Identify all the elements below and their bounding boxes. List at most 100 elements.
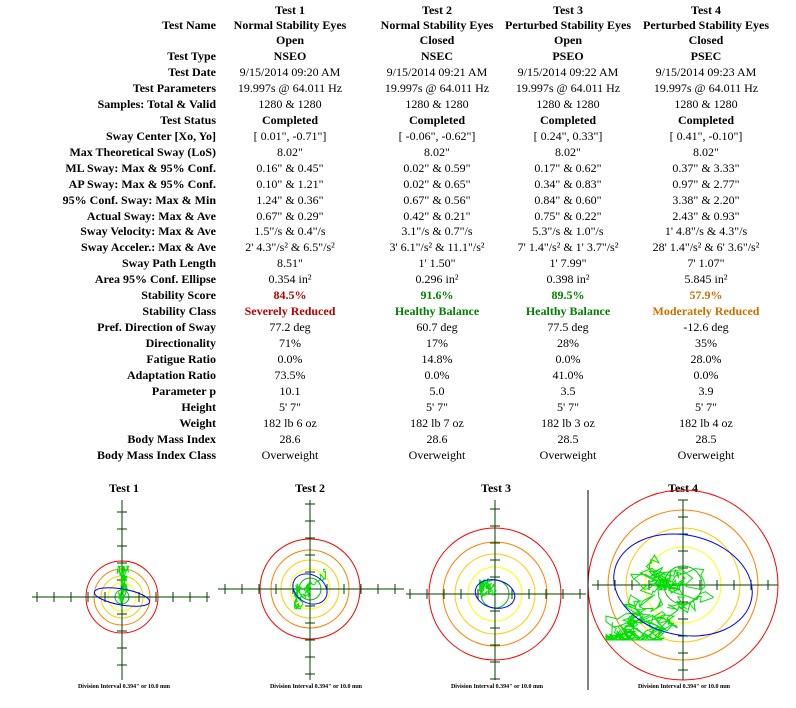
- class-3: Healthy Balance: [525, 304, 611, 319]
- height-1: 5' 7": [278, 399, 302, 414]
- type-4: PSEC: [690, 49, 722, 63]
- ap-1: 0.10" & 1.21": [256, 176, 324, 191]
- row-los: Max Theoretical Sway (LoS) 8.02" 8.02" 8.02…: [0, 144, 796, 160]
- plot-title-2: Test 2: [295, 481, 325, 495]
- row-bmi-class: Body Mass Index Class Overweight Overweigh…: [0, 447, 796, 463]
- weight-2: 182 lb 7 oz: [410, 415, 464, 430]
- area-3: 0.398 in²: [546, 272, 590, 287]
- label-score: Stability Score: [141, 288, 216, 303]
- test-header-1: Test 1: [275, 3, 305, 17]
- ml-3: 0.17" & 0.62": [534, 160, 602, 175]
- actual-1: 0.67" & 0.29": [256, 208, 324, 223]
- label-area: Area 95% Conf. Ellipse: [94, 272, 216, 287]
- acc-2: 3' 6.1"/s² & 11.1"/s²: [389, 240, 485, 255]
- label-param-p: Parameter p: [151, 383, 216, 398]
- label-fatigue: Fatigue Ratio: [146, 352, 216, 367]
- plot-footer-4: Division Interval 0.394" or 10.0 mm: [637, 684, 731, 690]
- bmi-4: 28.5: [695, 431, 717, 446]
- row-sway-center: Sway Center [Xo, Yo] [ 0.01", -0.71"] [ -0…: [0, 128, 796, 144]
- vel-2: 3.1"/s & 0.7"/s: [401, 224, 473, 239]
- label-params: Test Parameters: [132, 80, 216, 95]
- directionality-1: 71%: [279, 336, 301, 351]
- acc-4: 28' 1.4"/s² & 6' 3.6"/s²: [652, 240, 760, 255]
- label-height: Height: [181, 399, 216, 414]
- plot-footer-2: Division Interval 0.394" or 10.0 mm: [269, 684, 363, 690]
- adaptation-2: 0.0%: [424, 368, 450, 382]
- ap-2: 0.02" & 0.65": [403, 176, 471, 191]
- sway-center-4: [ 0.41", -0.10"]: [669, 128, 743, 143]
- conf-3: 0.84" & 0.60": [534, 192, 602, 207]
- height-2: 5' 7": [425, 399, 449, 414]
- params-1: 19.997s @ 64.011 Hz: [237, 80, 343, 95]
- bmi-class-3: Overweight: [539, 447, 597, 462]
- label-test-name: Test Name: [162, 18, 216, 32]
- row-date: Test Date 9/15/2014 09:20 AM 9/15/2014 09:…: [0, 64, 796, 80]
- label-actual: Actual Sway: Max & Ave: [86, 208, 216, 223]
- label-status: Test Status: [160, 112, 216, 127]
- weight-1: 182 lb 6 oz: [263, 415, 317, 430]
- sway-center-3: [ 0.24", 0.33"]: [533, 128, 603, 143]
- class-2: Healthy Balance: [394, 304, 480, 319]
- score-2: 91.6%: [420, 288, 454, 303]
- dir-sway-4: -12.6 deg: [683, 320, 729, 335]
- class-4: Moderately Reduced: [652, 304, 760, 319]
- sway-trace-3: [478, 577, 497, 598]
- label-samples: Samples: Total & Valid: [97, 96, 216, 111]
- samples-3: 1280 & 1280: [536, 96, 600, 111]
- actual-2: 0.42" & 0.21": [403, 208, 471, 223]
- vel-3: 5.3"/s & 1.0"/s: [532, 224, 604, 239]
- dir-sway-2: 60.7 deg: [416, 320, 458, 335]
- test-name-row-2: Open Closed Open Closed: [0, 32, 796, 48]
- row-dir-sway: Pref. Direction of Sway 77.2 deg 60.7 deg 7…: [0, 319, 796, 335]
- row-ap: AP Sway: Max & 95% Conf. 0.10" & 1.21" 0.0…: [0, 176, 796, 192]
- label-date: Test Date: [168, 64, 216, 79]
- sway-trace-4: [604, 554, 715, 641]
- date-1: 9/15/2014 09:20 AM: [239, 64, 341, 79]
- bmi-1: 28.6: [279, 431, 301, 446]
- test-name-4-line2: Closed: [688, 33, 724, 47]
- label-weight: Weight: [179, 415, 216, 430]
- conf-2: 0.67" & 0.56": [403, 192, 471, 207]
- area-4: 5.845 in²: [684, 272, 728, 287]
- label-acc: Sway Acceler.: Max & Ave: [81, 240, 216, 255]
- dir-sway-3: 77.5 deg: [547, 320, 589, 335]
- label-type: Test Type: [167, 49, 216, 63]
- weight-3: 182 lb 3 oz: [541, 415, 595, 430]
- vel-1: 1.5"/s & 0.4"/s: [254, 224, 326, 239]
- date-4: 9/15/2014 09:23 AM: [655, 64, 757, 79]
- row-area: Area 95% Conf. Ellipse 0.354 in² 0.296 in²…: [0, 271, 796, 287]
- ap-4: 0.97" & 2.77": [672, 176, 740, 191]
- plot-title-1: Test 1: [109, 481, 139, 495]
- fatigue-1: 0.0%: [277, 352, 303, 367]
- sway-trace-1: [116, 565, 130, 609]
- fatigue-2: 14.8%: [421, 352, 453, 367]
- row-acc: Sway Acceler.: Max & Ave 2' 4.3"/s² & 6.5…: [0, 239, 796, 255]
- param-p-4: 3.9: [698, 383, 714, 398]
- date-2: 9/15/2014 09:21 AM: [386, 64, 488, 79]
- path-4: 7' 1.07": [687, 256, 725, 271]
- param-p-1: 10.1: [279, 383, 301, 398]
- label-ap: AP Sway: Max & 95% Conf.: [68, 176, 216, 191]
- plot-title-4: Test 4: [668, 481, 698, 495]
- label-sway-center: Sway Center [Xo, Yo]: [106, 128, 216, 143]
- row-score: Stability Score 84.5% 91.6% 89.5% 57.9%: [0, 287, 796, 303]
- fatigue-4: 28.0%: [690, 352, 722, 367]
- height-4: 5' 7": [694, 399, 718, 414]
- label-bmi-class: Body Mass Index Class: [96, 447, 216, 462]
- score-3: 89.5%: [551, 288, 585, 303]
- los-1: 8.02": [277, 144, 303, 159]
- area-2: 0.296 in²: [415, 272, 459, 287]
- type-1: NSEO: [273, 49, 307, 63]
- bmi-class-2: Overweight: [408, 447, 466, 462]
- label-class: Stability Class: [142, 304, 216, 319]
- class-1: Severely Reduced: [244, 304, 336, 319]
- label-dir-sway: Pref. Direction of Sway: [97, 320, 216, 335]
- row-vel: Sway Velocity: Max & Ave 1.5"/s & 0.4"/s 3…: [0, 223, 796, 239]
- status-1: Completed: [262, 112, 318, 127]
- test-name-3: Perturbed Stability Eyes: [505, 18, 631, 32]
- param-p-3: 3.5: [560, 383, 576, 398]
- row-path: Sway Path Length 8.51" 1' 1.50" 1' 7.99" 7' …: [0, 255, 796, 271]
- bmi-class-4: Overweight: [677, 447, 735, 462]
- row-directionality: Directionality 71% 17% 28% 35%: [0, 335, 796, 351]
- adaptation-1: 73.5%: [274, 368, 306, 382]
